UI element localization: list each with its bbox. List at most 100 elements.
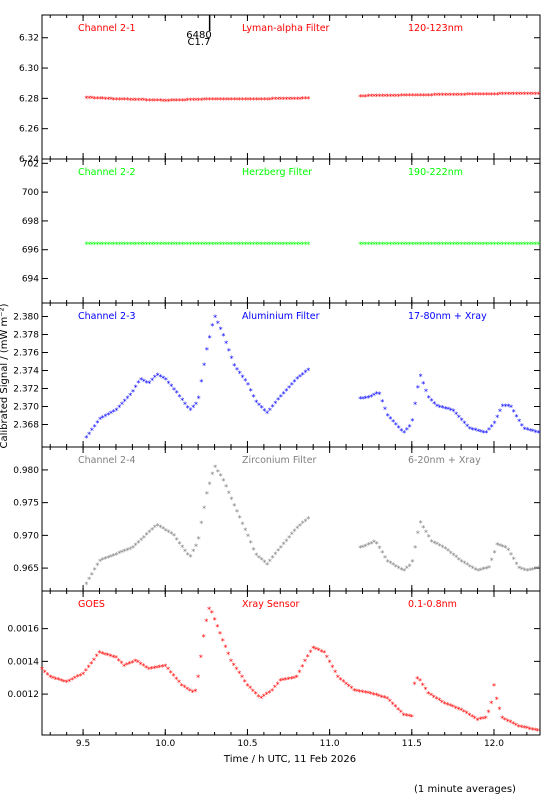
data-point: * <box>131 544 135 553</box>
data-point: * <box>492 682 496 691</box>
data-point: * <box>256 693 260 702</box>
data-point: * <box>186 241 190 250</box>
data-point: * <box>408 563 412 572</box>
data-point: * <box>120 549 124 558</box>
data-point: * <box>213 616 217 625</box>
data-point: * <box>508 719 512 728</box>
data-point: * <box>194 400 198 409</box>
data-point: * <box>440 543 444 552</box>
data-point: * <box>399 566 403 575</box>
data-point: * <box>93 241 97 250</box>
data-point: * <box>205 346 209 355</box>
data-point: * <box>446 241 450 250</box>
data-point: * <box>391 561 395 570</box>
data-point: * <box>219 326 223 335</box>
data-point: * <box>468 91 472 100</box>
data-point: * <box>78 672 82 681</box>
data-point: * <box>375 540 379 549</box>
data-point: * <box>93 95 97 104</box>
data-point: * <box>446 92 450 101</box>
data-point: * <box>430 92 434 101</box>
data-point: * <box>153 97 157 106</box>
data-point: * <box>87 241 91 250</box>
data-point: * <box>219 472 223 481</box>
data-point: * <box>191 548 195 557</box>
data-point: * <box>238 370 242 379</box>
data-point: * <box>325 653 329 662</box>
data-point: * <box>208 334 212 343</box>
data-point: * <box>120 96 124 105</box>
data-point: * <box>156 371 160 380</box>
data-point: * <box>471 241 475 250</box>
data-point: * <box>202 96 206 105</box>
data-point: * <box>528 725 532 734</box>
data-point: * <box>386 412 390 421</box>
data-point: * <box>456 705 460 714</box>
y-tick-label: 6.24 <box>19 155 39 165</box>
data-point: * <box>115 96 119 105</box>
data-point: * <box>478 716 482 725</box>
data-point: * <box>391 418 395 427</box>
panel-label: Channel 2-1 <box>78 23 136 34</box>
data-point: * <box>245 682 249 691</box>
data-point: * <box>142 97 146 106</box>
data-point: * <box>465 710 469 719</box>
data-point: * <box>224 483 228 492</box>
data-point: * <box>191 689 195 698</box>
data-point: * <box>397 241 401 250</box>
data-point: * <box>104 413 108 422</box>
data-point: * <box>213 96 217 105</box>
data-point: * <box>246 381 250 390</box>
data-point: * <box>84 94 88 103</box>
data-point: * <box>536 91 540 100</box>
data-point: * <box>509 403 513 412</box>
data-point: * <box>523 91 527 100</box>
data-point: * <box>147 529 151 538</box>
data-point: * <box>301 371 305 380</box>
data-point: * <box>301 95 305 104</box>
data-point: * <box>188 687 192 696</box>
data-point: * <box>358 395 362 404</box>
y-tick-label: 2.380 <box>13 313 39 323</box>
data-point: * <box>287 241 291 250</box>
data-point: * <box>416 92 420 101</box>
data-point: * <box>473 715 477 724</box>
data-point: * <box>152 664 156 673</box>
data-point: * <box>112 96 116 105</box>
data-point: * <box>227 96 231 105</box>
x-tick-label: 10.5 <box>237 739 257 749</box>
data-point: * <box>410 92 414 101</box>
data-point: * <box>174 675 178 684</box>
data-point: * <box>534 428 538 437</box>
data-point: * <box>268 96 272 105</box>
data-point: * <box>487 241 491 250</box>
data-point: * <box>490 91 494 100</box>
data-point: * <box>530 726 534 735</box>
data-point: * <box>117 550 121 559</box>
data-point: * <box>369 93 373 102</box>
data-point: * <box>358 93 362 102</box>
data-point: * <box>221 241 225 250</box>
data-point: * <box>410 417 414 426</box>
data-point: * <box>287 675 291 684</box>
panel-2: 694 696 698 700 702 Channel 2-2 Herzberg Filte… <box>22 158 541 304</box>
data-point: * <box>374 692 378 701</box>
data-point: * <box>276 680 280 689</box>
data-point: * <box>419 241 423 250</box>
data-point: * <box>525 241 529 250</box>
data-point: * <box>402 711 406 720</box>
data-point: * <box>115 241 119 250</box>
data-point: * <box>167 241 171 250</box>
data-point: * <box>273 400 277 409</box>
data-point: * <box>109 96 113 105</box>
data-point: * <box>40 666 44 675</box>
data-point: * <box>130 659 134 668</box>
data-point: * <box>341 678 345 687</box>
data-point: * <box>213 314 217 323</box>
data-point: * <box>471 91 475 100</box>
y-tick-label: 696 <box>22 246 39 256</box>
data-point: * <box>476 716 480 725</box>
data-point: * <box>95 241 99 250</box>
data-point: * <box>158 524 162 533</box>
data-point: * <box>161 663 165 672</box>
